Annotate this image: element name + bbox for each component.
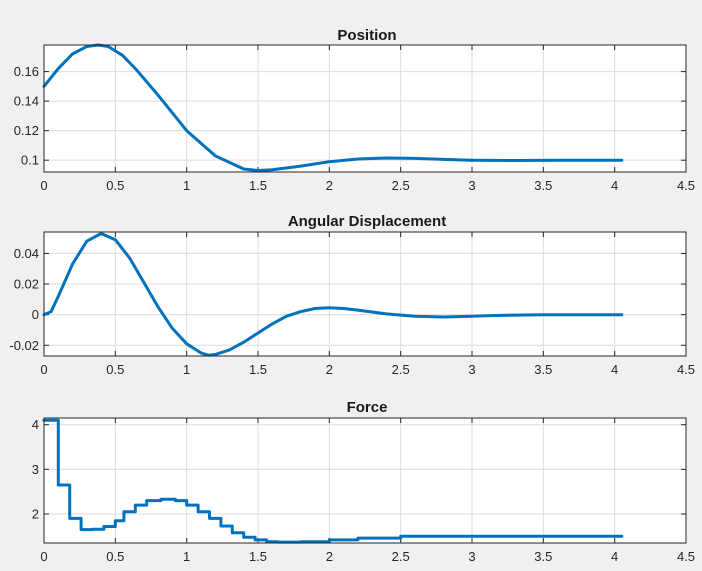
- angular-displacement-title: Angular Displacement: [288, 213, 446, 230]
- angular-displacement-y-tick-label: 0.04: [14, 246, 39, 261]
- subplot-force: Force 0 0.5 1 1.5 2 2.5 3 3.5 4 4.5 2 3 4: [32, 399, 695, 564]
- position-x-tick-label: 3: [468, 178, 475, 193]
- angular-displacement-axes-background: [44, 232, 686, 356]
- angular-displacement-axes-box: [43, 231, 687, 357]
- position-title: Position: [337, 27, 396, 44]
- position-x-tick-label: 0.5: [106, 178, 124, 193]
- position-axes-background: [44, 45, 686, 172]
- force-x-tick-label: 4.5: [677, 549, 695, 564]
- position-x-tick-label: 2.5: [392, 178, 410, 193]
- angular-displacement-x-tick-label: 3.5: [534, 362, 552, 377]
- force-x-tick-label: 2: [326, 549, 333, 564]
- force-y-tick-label: 4: [32, 417, 39, 432]
- angular-displacement-x-tick-label: 1.5: [249, 362, 267, 377]
- angular-displacement-x-tick-label: 4: [611, 362, 618, 377]
- force-x-tick-label: 0.5: [106, 549, 124, 564]
- position-y-tick-label: 0.12: [14, 123, 39, 138]
- position-y-tick-label: 0.14: [14, 94, 39, 109]
- force-x-tick-label: 2.5: [392, 549, 410, 564]
- force-x-tick-label: 1.5: [249, 549, 267, 564]
- position-axes-box: [43, 44, 687, 173]
- subplot-angular-displacement: Angular Displacement 0 0.5 1 1.5 2 2.5 3 3.5 4 4.…: [9, 213, 695, 377]
- position-x-tick-label: 3.5: [534, 178, 552, 193]
- angular-displacement-x-tick-label: 3: [468, 362, 475, 377]
- angular-displacement-y-tick-label: 0: [32, 307, 39, 322]
- subplot-position: Position 0 0.5 1 1.5 2 2.5 3 3.5 4 4.5 0.1 0.12 0.14…: [14, 27, 695, 193]
- force-x-tick-label: 1: [183, 549, 190, 564]
- angular-displacement-x-tick-label: 1: [183, 362, 190, 377]
- angular-displacement-x-tick-label: 0.5: [106, 362, 124, 377]
- force-x-tick-label: 0: [40, 549, 47, 564]
- force-title: Force: [347, 399, 388, 416]
- force-y-tick-label: 2: [32, 506, 39, 521]
- force-x-tick-label: 3: [468, 549, 475, 564]
- angular-displacement-x-tick-label: 0: [40, 362, 47, 377]
- position-x-tick-label: 4: [611, 178, 618, 193]
- position-x-tick-label: 1: [183, 178, 190, 193]
- position-y-tick-label: 0.16: [14, 64, 39, 79]
- position-x-tick-label: 1.5: [249, 178, 267, 193]
- force-series-line: [42, 418, 624, 544]
- angular-displacement-series-line: [42, 232, 624, 357]
- force-axes-background: [44, 418, 686, 543]
- force-x-tick-label: 3.5: [534, 549, 552, 564]
- position-y-tick-label: 0.1: [21, 153, 39, 168]
- angular-displacement-x-tick-label: 4.5: [677, 362, 695, 377]
- angular-displacement-x-tick-label: 2.5: [392, 362, 410, 377]
- force-x-tick-label: 4: [611, 549, 618, 564]
- position-x-tick-label: 2: [326, 178, 333, 193]
- position-x-tick-label: 0: [40, 178, 47, 193]
- angular-displacement-y-tick-label: -0.02: [9, 338, 39, 353]
- position-x-tick-label: 4.5: [677, 178, 695, 193]
- force-axes-box: [43, 417, 687, 544]
- force-y-tick-label: 3: [32, 462, 39, 477]
- angular-displacement-x-tick-label: 2: [326, 362, 333, 377]
- angular-displacement-y-tick-label: 0.02: [14, 277, 39, 292]
